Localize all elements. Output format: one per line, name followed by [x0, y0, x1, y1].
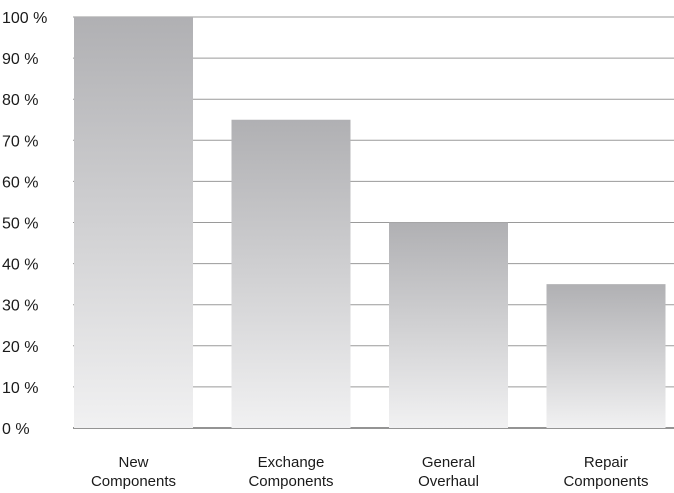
- y-tick-label: 100 %: [2, 10, 47, 27]
- x-category-label: Exchange Components: [248, 454, 333, 490]
- y-tick-label: 90 %: [2, 51, 38, 68]
- bar: [546, 284, 666, 428]
- bar: [74, 17, 193, 428]
- x-category-label-line: Overhaul: [418, 473, 479, 490]
- y-tick-label: 70 %: [2, 133, 38, 150]
- x-category-label-line: General: [422, 454, 475, 471]
- y-tick-label: 60 %: [2, 174, 38, 191]
- x-category-label: Repair Components: [563, 454, 648, 490]
- bar: [231, 119, 351, 428]
- y-axis-ticks: 0 % 10 % 20 % 30 % 40 % 50 % 60 % 70 % 80 % 90 % 1…: [2, 10, 47, 438]
- bars: [74, 17, 666, 428]
- x-category-label: New Components: [91, 454, 176, 490]
- x-category-label-line: Components: [563, 473, 648, 490]
- x-category-label-line: Repair: [584, 454, 628, 471]
- bar: [389, 222, 508, 428]
- y-tick-label: 0 %: [2, 421, 30, 438]
- y-tick-label: 10 %: [2, 380, 38, 397]
- y-tick-label: 50 %: [2, 216, 38, 233]
- x-category-label-line: Components: [248, 473, 333, 490]
- y-tick-label: 80 %: [2, 92, 38, 109]
- x-axis-categories: New Components Exchange Components General Ov…: [91, 454, 649, 490]
- x-category-label-line: Components: [91, 473, 176, 490]
- x-category-label-line: New: [118, 454, 148, 471]
- y-tick-label: 20 %: [2, 339, 38, 356]
- y-tick-label: 40 %: [2, 257, 38, 274]
- x-category-label: General Overhaul: [418, 454, 479, 490]
- y-tick-label: 30 %: [2, 298, 38, 315]
- x-category-label-line: Exchange: [258, 454, 325, 471]
